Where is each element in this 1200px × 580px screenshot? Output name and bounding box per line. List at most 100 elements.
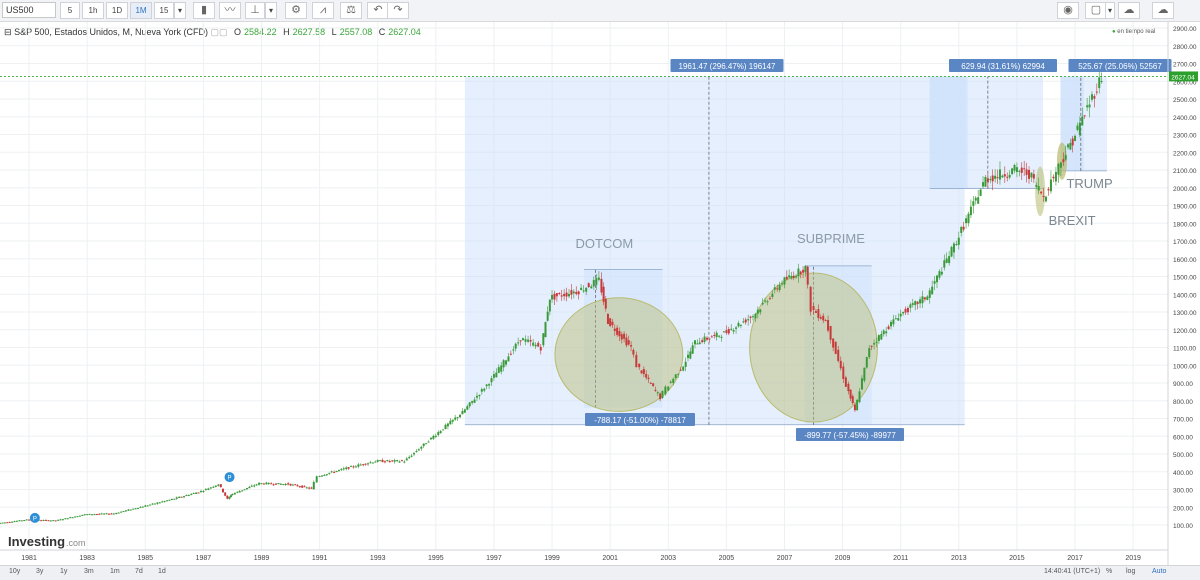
candle-body (936, 275, 939, 283)
candle-body (718, 335, 721, 337)
candle-body (18, 520, 21, 522)
settings-gear-icon[interactable]: ⚙ (285, 2, 307, 19)
close-label: C (378, 27, 386, 37)
candle-body (59, 519, 62, 521)
candle-body (705, 337, 708, 340)
line-chart-icon[interactable]: 〰 (219, 2, 241, 19)
price-tick-label: 700.00 (1173, 417, 1193, 424)
timeframe-dropdown-icon[interactable]: ▾ (174, 2, 186, 19)
candle-body (742, 321, 745, 323)
candle-body (921, 296, 924, 304)
candle-body (103, 513, 106, 515)
candle-body (204, 488, 207, 490)
redo-icon[interactable]: ↷ (387, 2, 409, 19)
candle-body (238, 491, 241, 493)
range-1y-button[interactable]: 1y (60, 568, 68, 575)
candle-body (645, 374, 648, 378)
candle-body (827, 319, 830, 331)
candle-body (490, 378, 493, 383)
candle-body (730, 328, 733, 330)
candle-body (877, 335, 880, 342)
scale-icon[interactable]: ⚖ (340, 2, 362, 19)
candle-body (1054, 171, 1057, 182)
candle-body (754, 313, 757, 319)
compare-icon[interactable]: ⩘ (312, 2, 334, 19)
candle-body (868, 348, 871, 358)
timeframe-15-button[interactable]: 15 (154, 2, 174, 19)
measure-2016-label: 629.94 (31.61%) 62994 (961, 62, 1045, 71)
candle-body (691, 345, 694, 354)
timeframe-1m-button[interactable]: 1M (130, 2, 152, 19)
collapse-legend-icon[interactable]: ⊟ (4, 27, 12, 37)
symbol-input[interactable]: US500 (2, 2, 56, 18)
price-tick-label: 100.00 (1173, 523, 1193, 530)
range-1m-button[interactable]: 1m (110, 568, 120, 575)
candle-body (632, 349, 635, 355)
candle-body (236, 491, 239, 493)
cloud-upload-icon[interactable]: ☁ (1152, 2, 1174, 19)
range-10y-button[interactable]: 10y (9, 568, 21, 575)
percent-scale-button[interactable]: % (1106, 568, 1113, 575)
candle-body (512, 349, 515, 351)
candle-body (199, 491, 202, 493)
candle-body (15, 520, 18, 522)
candle-body (873, 343, 876, 345)
candle-body (534, 344, 537, 347)
candle-body (279, 483, 282, 485)
undo-icon[interactable]: ↶ (367, 2, 389, 19)
candle-body (427, 441, 430, 443)
cloud-download-icon[interactable]: ☁ (1118, 2, 1140, 19)
candle-body (858, 391, 861, 403)
candle-body (715, 332, 718, 338)
candle-body (303, 486, 306, 488)
camera-icon[interactable]: ◉ (1057, 2, 1079, 19)
candle-body (100, 513, 103, 515)
candle-body (197, 492, 200, 494)
candles-icon[interactable]: ▮ (193, 2, 215, 19)
candle-body (595, 278, 598, 285)
candle-body (537, 342, 540, 347)
candle-body (66, 518, 69, 520)
range-7d-button[interactable]: 7d (135, 568, 143, 575)
candle-body (674, 374, 677, 378)
indicators-dropdown-icon[interactable]: ▾ (265, 2, 277, 19)
candle-body (887, 326, 890, 329)
timeframe-1d-button[interactable]: 1D (106, 2, 128, 19)
candle-body (471, 400, 474, 403)
price-chart[interactable]: DOTCOM SUBPRIME TRUMP BREXIT 1961.47 (296.47… (0, 0, 1200, 565)
candle-body (158, 502, 161, 504)
candle-body (553, 293, 556, 300)
candle-body (542, 333, 545, 346)
legend-settings-icon[interactable]: ▢▢ (210, 27, 228, 37)
candle-body (756, 309, 759, 314)
indicators-icon[interactable]: ⊥ (245, 2, 265, 19)
range-3m-button[interactable]: 3m (84, 568, 94, 575)
candle-body (120, 511, 123, 513)
candle-body (804, 265, 807, 273)
candle-body (255, 484, 258, 486)
measure-zones (0, 76, 1168, 426)
timeframe-1h-button[interactable]: 1h (82, 2, 104, 19)
price-tick-label: 2300.00 (1173, 133, 1197, 140)
candle-body (860, 378, 863, 390)
candle-body (1076, 125, 1079, 130)
price-tick-label: 1700.00 (1173, 239, 1197, 246)
candle-body (597, 277, 600, 280)
candle-body (933, 281, 936, 284)
candle-body (28, 519, 31, 521)
candle-body (806, 266, 809, 285)
candle-body (544, 322, 547, 338)
candle-body (275, 483, 278, 485)
price-tick-label: 2500.00 (1173, 97, 1197, 104)
range-3y-button[interactable]: 3y (36, 568, 44, 575)
candle-body (710, 336, 713, 338)
candle-body (13, 521, 16, 523)
candle-body (834, 341, 837, 354)
auto-scale-button[interactable]: Auto (1152, 568, 1167, 575)
log-scale-button[interactable]: log (1126, 568, 1136, 575)
timeframe-5-button[interactable]: 5 (60, 2, 80, 19)
layout-dropdown-icon[interactable]: ▾ (1105, 2, 1115, 19)
candle-body (369, 462, 372, 464)
range-1d-button[interactable]: 1d (158, 568, 166, 575)
open-value: 2584.22 (244, 27, 277, 37)
